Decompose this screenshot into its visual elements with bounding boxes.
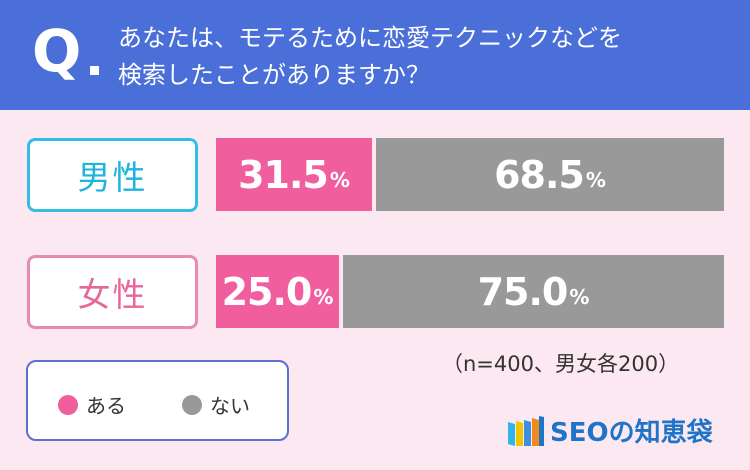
legend-label-no: ない bbox=[210, 394, 250, 418]
question-line-1: あなたは、モテるために恋愛テクニックなどを bbox=[118, 24, 622, 52]
legend-label-yes: ある bbox=[86, 394, 126, 418]
bar-male-yes: 31.5% bbox=[216, 138, 372, 211]
bar-value-female-yes: 25.0 bbox=[221, 269, 313, 314]
legend-swatch-no bbox=[182, 394, 202, 415]
category-label-female: 女性 bbox=[27, 255, 198, 329]
legend-swatch-yes bbox=[58, 394, 78, 415]
bar-value-male-no: 68.5 bbox=[494, 152, 585, 197]
bookshelf-logo-icon bbox=[508, 415, 544, 446]
bar-unit-male-yes: % bbox=[329, 167, 350, 192]
question-text: あなたは、モテるために恋愛テクニックなどを 検索したことがありますか？ bbox=[118, 20, 738, 94]
bar-value-male-yes: 31.5 bbox=[238, 152, 329, 197]
legend: ある ない bbox=[26, 360, 289, 441]
brand-logo: SEOの知恵袋 bbox=[508, 412, 713, 449]
legend-item-no: ない bbox=[182, 390, 250, 419]
bar-unit-male-no: % bbox=[585, 167, 606, 192]
category-label-male: 男性 bbox=[27, 138, 198, 212]
legend-item-yes: ある bbox=[58, 390, 126, 419]
bar-male-no: 68.5% bbox=[376, 138, 724, 211]
bar-unit-female-no: % bbox=[569, 284, 590, 309]
question-line-2: 検索したことがありますか？ bbox=[118, 61, 430, 89]
sample-size-note: （n=400、男女各200） bbox=[442, 352, 680, 376]
question-header: Q あなたは、モテるために恋愛テクニックなどを 検索したことがありますか？ bbox=[0, 0, 750, 110]
bar-female-no: 75.0% bbox=[343, 255, 724, 328]
bar-female-yes: 25.0% bbox=[216, 255, 339, 328]
question-mark-q: Q bbox=[32, 17, 82, 85]
bar-unit-female-yes: % bbox=[313, 284, 334, 309]
question-mark-dot bbox=[90, 66, 99, 75]
brand-name: SEOの知恵袋 bbox=[550, 418, 713, 448]
bar-value-female-no: 75.0 bbox=[477, 269, 569, 314]
